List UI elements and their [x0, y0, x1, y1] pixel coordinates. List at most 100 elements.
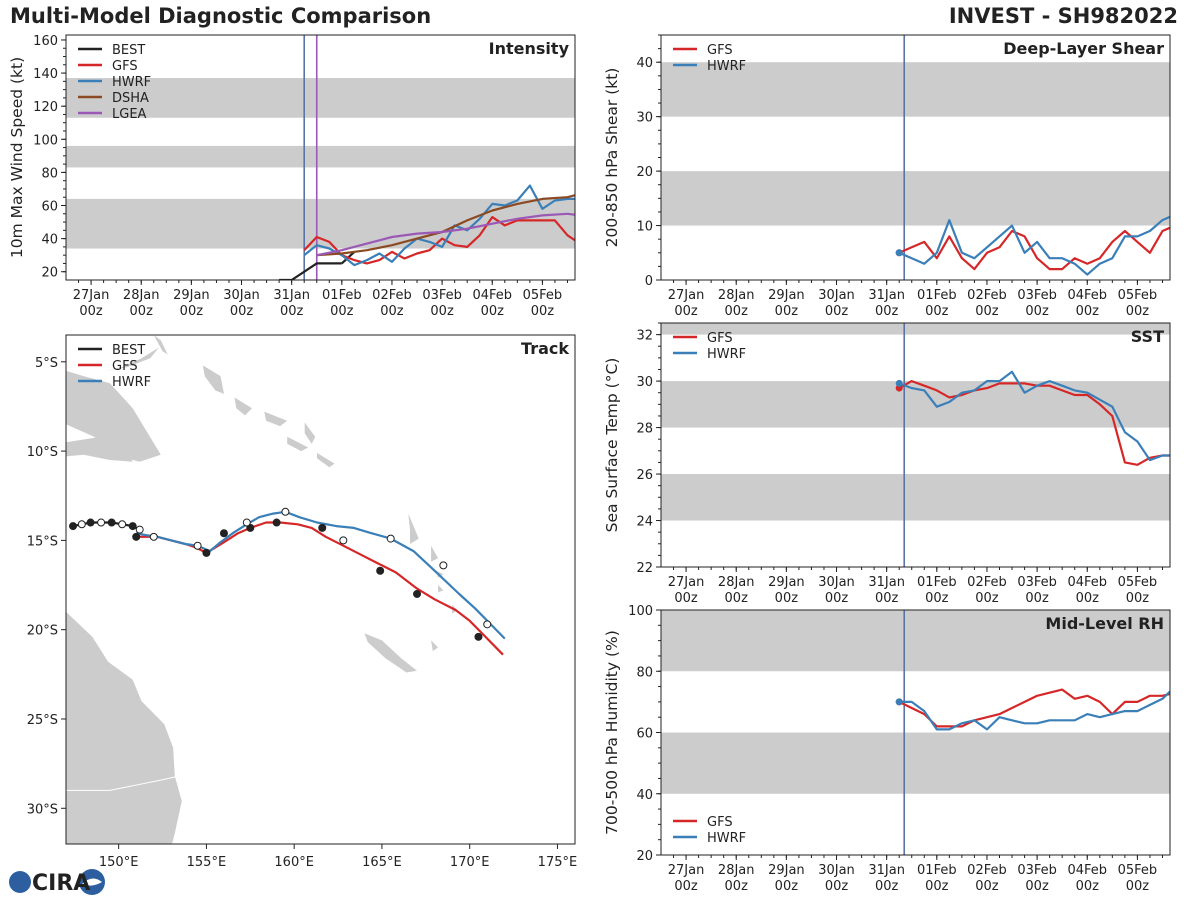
- rh-ytick-label: 100: [628, 604, 653, 619]
- intensity-band: [66, 145, 575, 168]
- rh-xtick-label: 30Jan: [818, 863, 855, 878]
- land-mass: [431, 545, 439, 562]
- shear-series-gfs: [898, 226, 1170, 271]
- intensity-xtick-label: 02Feb: [372, 288, 412, 303]
- track-day-marker: [149, 532, 158, 541]
- best-track-point: [135, 525, 144, 534]
- shear-legend-label: GFS: [707, 43, 733, 58]
- rh-ytick-label: 40: [636, 788, 653, 803]
- rh-xtick-label: 01Feb: [917, 863, 957, 878]
- shear-xtick-label: 03Feb: [1017, 288, 1057, 303]
- sst-start-hwrf: [895, 379, 903, 387]
- rh-xtick-label: 05Feb: [1118, 863, 1158, 878]
- rh-start-hwrf: [895, 698, 903, 706]
- rh-legend-label: HWRF: [707, 831, 746, 846]
- track-day-marker: [219, 529, 228, 538]
- track-day-marker: [439, 561, 448, 570]
- sst-xtick-label: 00z: [1076, 591, 1100, 606]
- track-xtick-label: 175°E: [538, 855, 578, 870]
- rh-xtick-label: 00z: [674, 879, 698, 894]
- intensity-xtick-label: 05Feb: [523, 288, 563, 303]
- best-track-point: [69, 522, 78, 531]
- sst-xtick-label: 30Jan: [818, 575, 855, 590]
- rh-xtick-label: 00z: [1076, 879, 1100, 894]
- sst-xtick-label: 00z: [1126, 591, 1150, 606]
- storm-id: INVEST - SH982022: [948, 4, 1178, 28]
- best-track-point: [86, 518, 95, 527]
- intensity-xtick-label: 00z: [531, 304, 555, 319]
- rh-xtick-label: 00z: [975, 879, 999, 894]
- track-day-marker: [132, 532, 141, 541]
- track-day-marker: [483, 620, 492, 629]
- shear-band: [661, 62, 1170, 117]
- land-mass: [304, 422, 316, 444]
- track-day-marker: [318, 523, 327, 532]
- shear-band: [661, 171, 1170, 226]
- intensity-ytick-label: 160: [33, 34, 58, 49]
- shear-ytick-label: 0: [645, 274, 653, 289]
- intensity-legend-label: BEST: [112, 43, 145, 58]
- track-ytick-label: 25°S: [27, 713, 58, 728]
- sst-xtick-label: 31Jan: [868, 575, 905, 590]
- rh-band: [661, 732, 1170, 794]
- rh-xtick-label: 03Feb: [1017, 863, 1057, 878]
- sst-xtick-label: 00z: [775, 591, 799, 606]
- sst-xtick-label: 03Feb: [1017, 575, 1057, 590]
- rh-xtick-label: 00z: [925, 879, 949, 894]
- rh-ytick-label: 60: [636, 727, 653, 742]
- shear-xtick-label: 27Jan: [668, 288, 705, 303]
- sst-legend-label: HWRF: [707, 347, 746, 362]
- shear-start-hwrf: [895, 249, 903, 257]
- sst-ytick-label: 24: [636, 515, 653, 530]
- shear-xtick-label: 04Feb: [1067, 288, 1107, 303]
- rh-ylabel: 700-500 hPa Humidity (%): [603, 630, 621, 835]
- figure-title: Multi-Model Diagnostic Comparison: [10, 4, 432, 28]
- track-map-area: [66, 335, 506, 844]
- cira-logo: CIRA: [9, 869, 105, 896]
- sst-xtick-label: 04Feb: [1067, 575, 1107, 590]
- shear-xtick-label: 00z: [1076, 304, 1100, 319]
- shear-xtick-label: 29Jan: [768, 288, 805, 303]
- intensity-xtick-label: 00z: [430, 304, 454, 319]
- land-mass: [438, 585, 444, 593]
- land-mass: [287, 436, 309, 452]
- track-ytick-label: 20°S: [27, 624, 58, 639]
- intensity-ytick-label: 140: [33, 67, 58, 82]
- globe-icon: [9, 871, 31, 893]
- sst-xtick-label: 28Jan: [718, 575, 755, 590]
- rh-xtick-label: 31Jan: [868, 863, 905, 878]
- shear-xtick-label: 28Jan: [718, 288, 755, 303]
- track-day-marker: [376, 566, 385, 575]
- intensity-xtick-label: 00z: [330, 304, 354, 319]
- sst-legend-label: GFS: [707, 331, 733, 346]
- shear-xtick-label: 00z: [975, 304, 999, 319]
- land-mass: [408, 513, 419, 544]
- intensity-legend-label: GFS: [112, 59, 138, 74]
- rh-band: [661, 610, 1170, 672]
- sst-series-hwrf: [898, 370, 1170, 462]
- intensity-ytick-label: 20: [41, 266, 58, 281]
- sst-xtick-label: 27Jan: [668, 575, 705, 590]
- intensity-frame: [65, 34, 576, 281]
- sst-xtick-label: 29Jan: [768, 575, 805, 590]
- track-day-marker: [272, 518, 281, 527]
- track-day-marker: [386, 534, 395, 543]
- sst-ytick-label: 22: [636, 561, 653, 576]
- intensity-xtick-label: 04Feb: [472, 288, 512, 303]
- track-line-gfs: [136, 521, 504, 656]
- intensity-series-hwrf: [303, 184, 575, 267]
- track-day-marker: [202, 548, 211, 557]
- intensity-ytick-label: 80: [41, 166, 58, 181]
- track-xtick-label: 170°E: [450, 855, 490, 870]
- track-legend-label: BEST: [112, 343, 145, 358]
- track-ytick-label: 30°S: [27, 802, 58, 817]
- rh-legend-label: GFS: [707, 815, 733, 830]
- track-day-marker: [339, 536, 348, 545]
- intensity-ytick-label: 120: [33, 100, 58, 115]
- shear-ytick-label: 30: [636, 111, 653, 126]
- best-track-point: [128, 522, 137, 531]
- intensity-xtick-label: 00z: [230, 304, 254, 319]
- rh-xtick-label: 04Feb: [1067, 863, 1107, 878]
- rh-xtick-label: 02Feb: [967, 863, 1007, 878]
- state-border: [66, 775, 179, 791]
